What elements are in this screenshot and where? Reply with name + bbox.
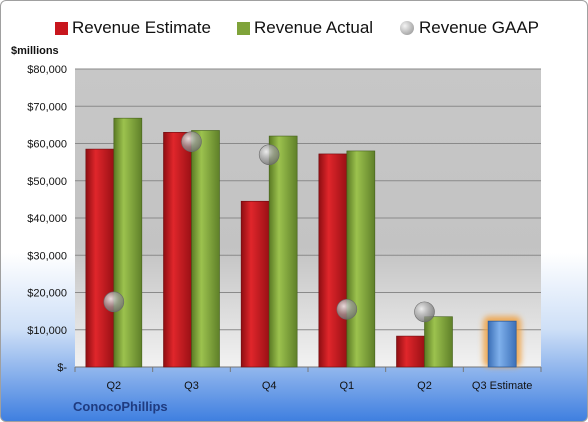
y-tick-label: $40,000 (27, 213, 67, 225)
point-revenue-gaap (103, 291, 125, 313)
company-name: ConocoPhillips (73, 399, 168, 414)
legend-label-revenue-gaap: Revenue GAAP (419, 18, 540, 37)
legend-marker-revenue-gaap (400, 21, 414, 35)
point-revenue-gaap (336, 298, 358, 320)
x-tick-label: Q2 (106, 380, 121, 392)
bar-revenue-actual (268, 135, 298, 368)
legend: Revenue Estimate Revenue Actual Revenue … (1, 15, 587, 41)
legend-label-revenue-actual: Revenue Actual (254, 18, 374, 37)
legend-swatch-revenue-actual (237, 21, 250, 35)
bar-revenue-actual (346, 150, 376, 368)
legend-item-revenue-actual: Revenue Actual (237, 15, 373, 41)
x-tick-label: Q4 (262, 380, 277, 392)
bar-q3-estimate (487, 320, 517, 368)
bar-revenue-estimate (163, 132, 192, 368)
y-tick-label: $60,000 (27, 139, 67, 151)
y-tick-label: $80,000 (27, 64, 67, 76)
legend-item-revenue-estimate: Revenue Estimate (55, 15, 211, 41)
legend-swatch-revenue-estimate (55, 21, 68, 35)
y-tick-label: $20,000 (27, 288, 67, 300)
point-revenue-gaap (414, 301, 435, 323)
y-tick-label: $70,000 (27, 101, 67, 113)
y-tick-label: $- (57, 362, 67, 374)
bar-revenue-estimate (240, 200, 270, 368)
y-tick-label: $10,000 (27, 325, 67, 337)
legend-item-revenue-gaap: Revenue GAAP (400, 15, 539, 41)
bar-revenue-estimate (85, 148, 115, 368)
x-tick-label: Q2 (417, 380, 432, 392)
legend-label-revenue-estimate: Revenue Estimate (72, 18, 211, 37)
point-revenue-gaap (258, 144, 280, 165)
bar-revenue-actual (191, 130, 220, 368)
y-axis-unit-label: $millions (11, 45, 59, 57)
x-tick-label: Q3 (184, 380, 199, 392)
point-revenue-gaap (181, 131, 202, 152)
bar-revenue-actual (424, 316, 453, 368)
y-tick-label: $50,000 (27, 176, 67, 188)
x-tick-label: Q3 Estimate (472, 380, 533, 392)
bar-revenue-estimate (396, 335, 425, 368)
bar-revenue-estimate (318, 153, 348, 368)
x-tick-label: Q1 (339, 380, 354, 392)
y-tick-label: $30,000 (27, 250, 67, 262)
bar-revenue-actual (113, 117, 143, 368)
